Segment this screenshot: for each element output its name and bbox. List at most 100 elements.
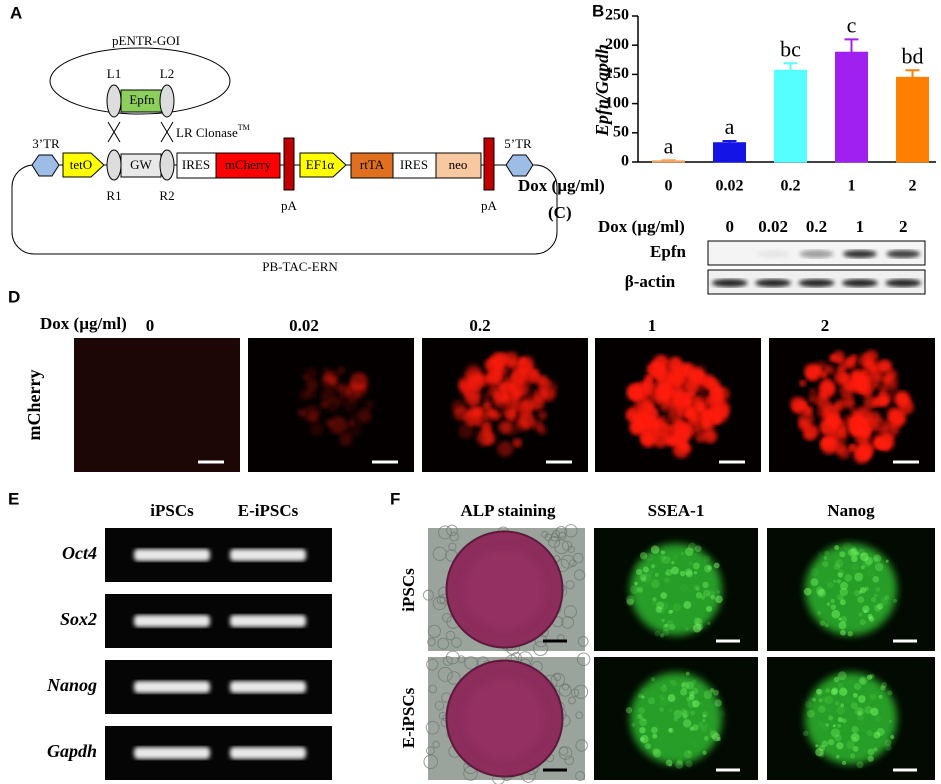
column-label: ALP staining	[461, 501, 556, 520]
cell	[561, 540, 573, 551]
fluorescence-spot	[859, 678, 866, 685]
fluorescence-spot	[468, 395, 481, 408]
fluorescence-spot	[874, 715, 882, 723]
fluorescence-spot	[709, 688, 715, 693]
fluorescence-spot	[887, 690, 893, 696]
fluorescence-spot	[522, 390, 541, 409]
fluorescence-spot	[854, 572, 864, 582]
fluorescence-spot	[707, 621, 711, 625]
fluorescence-spot	[873, 556, 879, 562]
column-label: iPSCs	[150, 501, 194, 520]
fluorescence-spot	[695, 432, 706, 443]
cell	[432, 740, 440, 749]
cell	[564, 524, 578, 538]
fluorescence-spot	[831, 687, 839, 695]
fluorescence-spot	[822, 696, 828, 703]
fluorescence-spot	[821, 607, 830, 616]
fluorescence-spot	[694, 622, 699, 626]
fluorescence-spot	[878, 694, 883, 699]
cell	[576, 652, 591, 667]
fluorescence-spot	[835, 559, 844, 568]
fluorescence-spot	[637, 713, 643, 720]
row-label: iPSCs	[399, 568, 418, 612]
fluorescence-spot	[345, 419, 362, 437]
att-label: R2	[159, 188, 174, 203]
fluorescence-spot	[655, 606, 662, 613]
fluorescence-spot	[838, 617, 842, 621]
fluorescence-spot	[819, 620, 826, 626]
fluorescence-spot	[864, 556, 874, 566]
fluorescence-spot	[812, 697, 817, 702]
fluorescence-spot	[637, 693, 643, 699]
dose-label: 1	[648, 316, 657, 335]
fluorescence-spot	[836, 742, 844, 750]
fluorescence-spot	[487, 360, 498, 370]
fluorescence-spot	[858, 612, 863, 617]
fluorescence-spot	[799, 379, 807, 387]
fluorescence-spot	[656, 373, 674, 390]
fluorescence-spot	[846, 695, 854, 703]
fluorescence-spot	[867, 748, 875, 756]
cell	[428, 684, 438, 694]
fluorescence-spot	[708, 727, 713, 733]
fluorescence-spot	[818, 751, 825, 758]
fluorescence-spot	[830, 688, 838, 696]
x-axis-label: Dox (µg/ml)	[518, 176, 605, 195]
fluorescence-spot	[669, 679, 674, 684]
cell	[558, 683, 572, 697]
fluorescence-spot	[702, 711, 709, 718]
fluorescence-spot	[695, 618, 704, 627]
fluorescence-spot	[342, 397, 357, 412]
fluorescence-spot	[838, 427, 849, 438]
fluorescence-spot	[665, 569, 673, 576]
fluorescence-spot	[681, 682, 686, 687]
fluorescence-spot	[708, 590, 716, 598]
fluorescence-spot	[698, 721, 704, 728]
error-bar	[905, 69, 920, 78]
fluorescence-spot	[875, 424, 883, 432]
fluorescence-spot	[321, 375, 337, 391]
x-tick-label: 1	[848, 178, 856, 195]
fluorescence-spot	[539, 380, 558, 398]
recombination-cross	[107, 121, 174, 143]
fluorescence-spot	[349, 412, 358, 421]
fluorescence-spot	[704, 564, 712, 573]
fluorescence-spot	[660, 550, 665, 555]
fluorescence-spot	[841, 718, 847, 724]
y-tick-label: 0	[621, 153, 629, 170]
fluorescence-spot	[839, 587, 848, 597]
fluorescence-spot	[682, 673, 685, 676]
western-blot: Dox (µg/ml) Epfn β-actin 0 0.02 0.2 1 2	[598, 217, 926, 295]
error-bar	[844, 38, 859, 53]
fluorescence-spot	[703, 723, 709, 728]
fluorescence-spot	[493, 388, 508, 404]
fluorescence-spot	[625, 595, 635, 605]
fluorescence-spot	[644, 569, 653, 578]
fluorescence-spot	[834, 370, 849, 385]
att-site	[106, 149, 122, 181]
cell	[438, 525, 452, 540]
fluorescence-spot	[688, 694, 695, 701]
fluorescence-spot	[496, 352, 510, 366]
fluorescence-spot	[885, 406, 899, 420]
fluorescence-spot	[824, 695, 834, 705]
band	[755, 279, 792, 287]
fluorescence-spot	[859, 425, 872, 438]
dose-label: 0.02	[758, 217, 788, 236]
fluorescence-spot	[473, 373, 485, 385]
fluorescence-spot	[865, 360, 877, 372]
fluorescence-spot	[668, 356, 683, 372]
cell	[533, 641, 548, 657]
fluorescence-spot	[329, 416, 347, 435]
fluorescence-spot	[494, 364, 509, 378]
gene-label: Nanog	[46, 675, 97, 695]
fluorescence-spot	[703, 429, 718, 444]
x-tick-label: 0.02	[716, 178, 744, 195]
fluorescence-spot	[822, 560, 829, 568]
fluorescence-spot	[898, 394, 907, 403]
element-label: mCherry	[225, 157, 272, 172]
dose-label: Dox (µg/ml)	[598, 217, 685, 236]
fluorescence-spot	[642, 566, 649, 573]
fluorescence-spot	[876, 603, 884, 610]
fluorescence-spot	[668, 609, 673, 614]
